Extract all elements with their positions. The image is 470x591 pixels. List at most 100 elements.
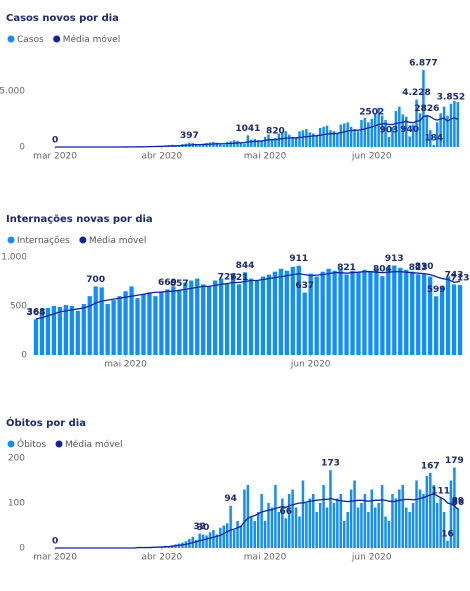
- data-label: 0: [52, 537, 58, 547]
- bar: [298, 517, 300, 549]
- data-label: 0: [52, 136, 58, 146]
- bar: [436, 503, 438, 548]
- bar: [408, 512, 410, 548]
- bar: [233, 530, 235, 548]
- bar: [402, 485, 404, 548]
- x-tick-label: mai 2020: [244, 553, 287, 563]
- bar: [302, 481, 304, 549]
- data-label: 179: [445, 456, 464, 466]
- bar: [284, 131, 286, 147]
- bar: [58, 307, 62, 355]
- bar: [243, 144, 245, 147]
- bar: [291, 267, 295, 355]
- bar: [433, 145, 435, 147]
- data-label: 844: [236, 261, 255, 271]
- x-tick-label: mar 2020: [33, 553, 77, 563]
- bar: [260, 494, 262, 548]
- bar: [267, 275, 271, 355]
- data-label: 743: [445, 271, 464, 281]
- bar: [457, 102, 459, 147]
- bar: [336, 499, 338, 549]
- bar: [392, 266, 396, 355]
- bar: [408, 136, 410, 147]
- bar: [288, 135, 290, 147]
- x-tick-label: mai 2020: [244, 152, 287, 162]
- data-label: 821: [337, 263, 356, 273]
- bar: [254, 521, 256, 548]
- bar: [236, 141, 238, 147]
- data-label: 700: [86, 275, 105, 285]
- bar: [353, 129, 355, 147]
- bar: [165, 289, 169, 355]
- bar: [450, 104, 452, 147]
- bar: [415, 481, 417, 549]
- bar: [398, 490, 400, 549]
- bar: [34, 319, 38, 355]
- bar: [273, 272, 277, 355]
- bar: [295, 138, 297, 147]
- bar: [340, 125, 342, 147]
- bar: [94, 286, 98, 355]
- bar: [64, 305, 68, 355]
- bar: [255, 281, 259, 355]
- bar: [305, 129, 307, 147]
- bar: [219, 144, 221, 147]
- bar: [315, 277, 319, 355]
- bar: [374, 508, 376, 549]
- bar: [303, 293, 307, 355]
- bar: [377, 503, 379, 548]
- bar: [100, 287, 104, 355]
- legend-marker: [8, 441, 15, 448]
- bar: [250, 140, 252, 147]
- legend-label: Óbitos: [17, 438, 46, 450]
- legend-label: Internações: [17, 236, 70, 246]
- bar: [312, 494, 314, 548]
- bar: [434, 296, 438, 355]
- legend-marker: [53, 36, 60, 43]
- bar: [452, 284, 456, 355]
- bar: [302, 130, 304, 147]
- bar: [326, 508, 328, 549]
- bar: [357, 131, 359, 147]
- bar: [453, 101, 455, 147]
- bar: [350, 490, 352, 549]
- data-label: 1041: [235, 124, 260, 134]
- bar: [446, 277, 450, 355]
- bar: [416, 274, 420, 355]
- data-label: 3.852: [437, 92, 465, 102]
- data-label: 16: [441, 529, 454, 539]
- x-tick-label: mai 2020: [104, 360, 147, 370]
- bar: [219, 528, 221, 548]
- legend-marker: [8, 36, 15, 43]
- bar: [202, 535, 204, 549]
- bar: [141, 294, 145, 355]
- bar: [295, 508, 297, 549]
- moving-average-line: [55, 494, 458, 548]
- bar: [82, 304, 86, 355]
- bar: [405, 508, 407, 549]
- bar: [229, 141, 231, 147]
- bar: [319, 128, 321, 147]
- bar: [395, 499, 397, 549]
- bar: [240, 526, 242, 549]
- legend-label: Média móvel: [65, 439, 123, 450]
- bar: [440, 286, 444, 355]
- bar: [226, 142, 228, 147]
- bar: [332, 271, 336, 355]
- bar: [213, 281, 217, 355]
- bar: [343, 521, 345, 548]
- bar: [329, 470, 331, 548]
- bar: [288, 494, 290, 548]
- data-label: 86: [452, 498, 465, 508]
- bar: [353, 481, 355, 549]
- legend-label: Média móvel: [89, 235, 147, 246]
- bar: [388, 137, 390, 147]
- y-tick-label: 5.000: [0, 86, 25, 96]
- bar: [439, 498, 441, 548]
- bar: [247, 485, 249, 548]
- bar: [291, 490, 293, 549]
- bar: [279, 269, 283, 355]
- bar: [381, 485, 383, 548]
- bar: [374, 113, 376, 147]
- data-label: 167: [421, 461, 440, 471]
